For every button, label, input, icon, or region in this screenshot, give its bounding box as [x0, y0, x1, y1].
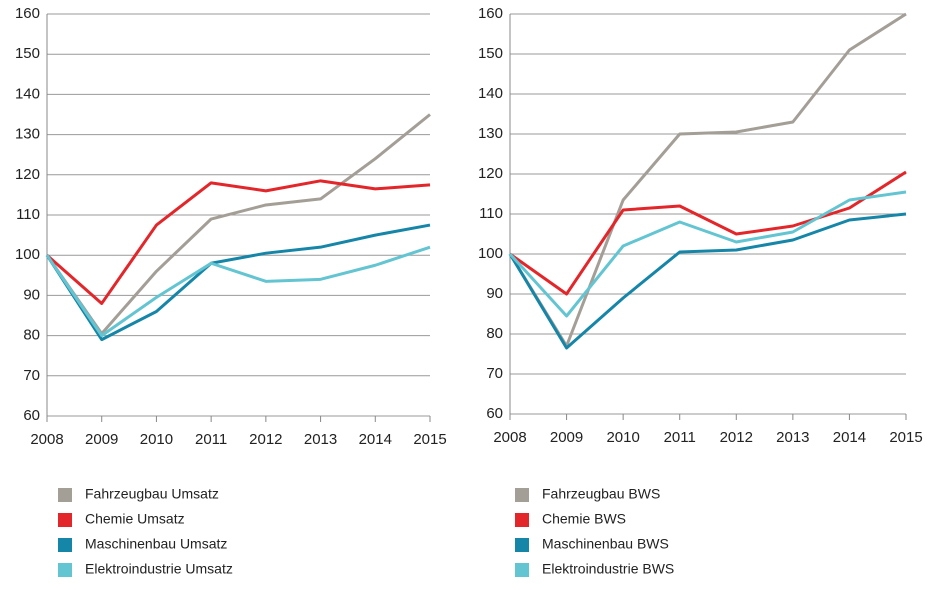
series-line — [508, 212, 907, 350]
legend-label: Elektroindustrie Umsatz — [85, 561, 233, 577]
legend-label: Maschinenbau BWS — [542, 536, 669, 552]
x-tick-label: 2012 — [720, 429, 753, 446]
legend-swatch — [58, 563, 72, 577]
x-tick-label: 2011 — [195, 431, 227, 448]
x-tick-label: 2009 — [85, 431, 118, 448]
y-tick-label: 160 — [478, 5, 503, 22]
y-tick-label: 110 — [16, 206, 40, 223]
y-tick-label: 60 — [486, 405, 503, 422]
y-tick-label: 130 — [15, 126, 40, 143]
x-tick-label: 2014 — [359, 431, 392, 448]
legend-label: Elektroindustrie BWS — [542, 561, 674, 577]
series-line — [45, 113, 431, 336]
series-line — [508, 190, 907, 318]
legend-label: Chemie BWS — [542, 511, 626, 527]
legend-swatch — [515, 538, 529, 552]
x-tick-label: 2010 — [140, 431, 173, 448]
y-tick-label: 120 — [15, 166, 40, 183]
y-tick-label: 150 — [478, 45, 503, 62]
legend-label: Chemie Umsatz — [85, 511, 185, 527]
y-tick-label: 60 — [23, 407, 40, 424]
y-tick-label: 160 — [15, 5, 40, 22]
legend-label: Maschinenbau Umsatz — [85, 536, 227, 552]
y-tick-label: 80 — [23, 327, 40, 344]
y-tick-label: 110 — [479, 205, 503, 222]
series-line — [45, 245, 431, 338]
x-tick-label: 2015 — [413, 431, 446, 448]
y-tick-label: 100 — [478, 245, 503, 262]
legend-label: Fahrzeugbau BWS — [542, 486, 660, 502]
series-line — [508, 12, 907, 348]
x-tick-label: 2015 — [889, 429, 922, 446]
x-tick-label: 2013 — [304, 431, 337, 448]
y-tick-label: 90 — [486, 285, 503, 302]
y-tick-label: 70 — [486, 365, 503, 382]
y-tick-label: 140 — [15, 85, 40, 102]
series-line — [509, 170, 907, 296]
y-tick-label: 150 — [15, 45, 40, 62]
x-tick-label: 2010 — [606, 429, 639, 446]
x-tick-label: 2008 — [493, 429, 526, 446]
y-tick-label: 80 — [486, 325, 503, 342]
x-tick-label: 2008 — [30, 431, 63, 448]
legend-label: Fahrzeugbau Umsatz — [85, 486, 219, 502]
x-tick-label: 2009 — [550, 429, 583, 446]
legend-swatch — [58, 513, 72, 527]
legend-swatch — [515, 488, 529, 502]
series-line — [45, 223, 431, 342]
y-tick-label: 90 — [23, 286, 40, 303]
y-tick-label: 70 — [23, 367, 40, 384]
x-tick-label: 2011 — [664, 429, 696, 446]
y-tick-label: 100 — [15, 246, 40, 263]
legend-swatch — [58, 538, 72, 552]
x-tick-label: 2014 — [833, 429, 866, 446]
y-tick-label: 140 — [478, 85, 503, 102]
legend-swatch — [515, 513, 529, 527]
x-tick-label: 2012 — [249, 431, 282, 448]
y-tick-label: 130 — [478, 125, 503, 142]
legend-swatch — [58, 488, 72, 502]
series-line — [46, 179, 431, 305]
legend-swatch — [515, 563, 529, 577]
y-tick-label: 120 — [478, 165, 503, 182]
x-tick-label: 2013 — [776, 429, 809, 446]
